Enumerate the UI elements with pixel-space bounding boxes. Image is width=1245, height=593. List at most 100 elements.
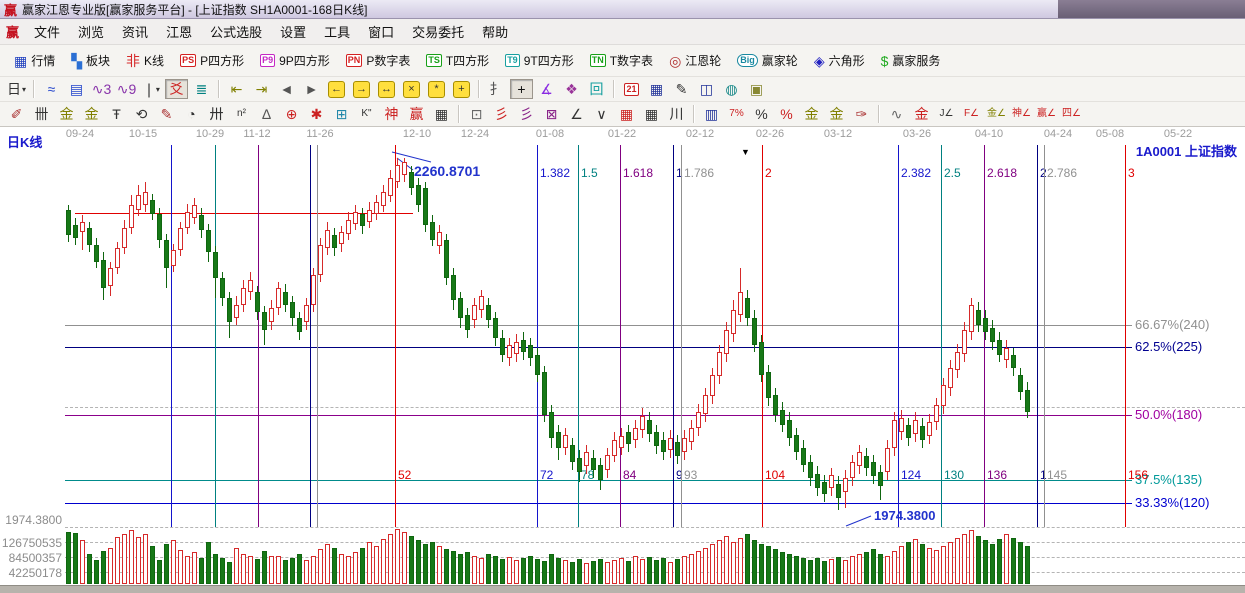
web-grid-tool[interactable]: ⊞: [330, 104, 353, 124]
hexagon-button[interactable]: ◈ 六角形: [806, 49, 873, 72]
candle-style-dropdown[interactable]: ❘ ▾: [140, 79, 163, 99]
percent-column-tool[interactable]: ▥: [700, 104, 723, 124]
gann-wheel-button[interactable]: ◎ 江恩轮: [661, 49, 729, 72]
candle: [472, 305, 477, 320]
k-quote-tool[interactable]: K": [355, 104, 378, 124]
erase-tool[interactable]: ✐: [5, 104, 28, 124]
percent-line-tool[interactable]: %: [775, 104, 798, 124]
compress-view-button[interactable]: ×: [400, 79, 423, 99]
volume-bar: [829, 559, 834, 584]
menu-item-tools[interactable]: 工具: [324, 25, 351, 40]
fib-comb-tool[interactable]: Ŧ: [105, 104, 128, 124]
remote-pc-button-icon: ▣: [749, 81, 764, 97]
maze-tool-button[interactable]: 回: [585, 79, 608, 99]
gold-comb-tool-b[interactable]: 金: [80, 104, 103, 124]
fan-box-tool[interactable]: 彡: [515, 104, 538, 124]
menu-item-window[interactable]: 窗口: [368, 25, 395, 40]
pattern-tool-button[interactable]: 爻: [165, 79, 188, 99]
spiral-tool[interactable]: ⟲: [130, 104, 153, 124]
brush-tool[interactable]: ✑: [850, 104, 873, 124]
p-number-table-button[interactable]: PN P数字表: [338, 49, 419, 72]
winner-wheel-button[interactable]: Big 赢家轮: [729, 49, 806, 72]
comb2-tool[interactable]: 卅: [205, 104, 228, 124]
target-cross-tool-icon: ⊕: [285, 106, 298, 122]
zoom-horizontal-button[interactable]: ↔: [375, 79, 398, 99]
gann-comb-tool[interactable]: 卌: [30, 104, 53, 124]
fan-square-tool[interactable]: ⊠: [540, 104, 563, 124]
angle-measure-button[interactable]: ∡: [535, 79, 558, 99]
9t-square-button[interactable]: T9 9T四方形: [497, 49, 582, 72]
calendar-button[interactable]: 21: [620, 79, 643, 99]
quotes-button[interactable]: ▦ 行情: [6, 49, 63, 72]
prev-bar-button[interactable]: ◄: [275, 79, 298, 99]
zoom-left-button[interactable]: ←: [325, 79, 348, 99]
target-cross-tool[interactable]: ⊕: [280, 104, 303, 124]
fan-lines-tool[interactable]: 彡: [490, 104, 513, 124]
j-angle-tool[interactable]: J∠: [935, 104, 958, 124]
chart-area[interactable]: 日K线 1A0001 上证指数 09-24 10-15 10-29 11-12 11-2…: [0, 126, 1245, 585]
win-angle-tool[interactable]: 赢∠: [1035, 104, 1058, 124]
wave-3-button[interactable]: ∿3: [90, 79, 113, 99]
period-day-dropdown[interactable]: 日 ▾: [5, 79, 28, 99]
save-button[interactable]: ◫: [695, 79, 718, 99]
kline-button[interactable]: 非 K线: [118, 49, 172, 72]
calculator-button[interactable]: ▦: [645, 79, 668, 99]
gold-angle-tool[interactable]: 金∠: [985, 104, 1008, 124]
notepad-button[interactable]: ✎: [670, 79, 693, 99]
date-axis-label: 02-12: [685, 128, 715, 140]
expand-view-button[interactable]: *: [425, 79, 448, 99]
goto-last-button[interactable]: ⇥: [250, 79, 273, 99]
gold-circle-tool[interactable]: 金: [800, 104, 823, 124]
crosshair-button[interactable]: +: [510, 79, 533, 99]
star-web-tool[interactable]: ✱: [305, 104, 328, 124]
drag-hand-button[interactable]: 扌: [485, 79, 508, 99]
fit-view-button[interactable]: +: [450, 79, 473, 99]
n-square-tool[interactable]: n²: [230, 104, 253, 124]
9p-square-button[interactable]: P9 9P四方形: [252, 49, 338, 72]
trend-curve-button[interactable]: ≈: [40, 79, 63, 99]
goto-first-button[interactable]: ⇤: [225, 79, 248, 99]
god-angle-tool[interactable]: 神∠: [1010, 104, 1033, 124]
gold-line-tool[interactable]: 金: [825, 104, 848, 124]
p-square-button[interactable]: PS P四方形: [172, 49, 252, 72]
menu-item-news[interactable]: 资讯: [122, 25, 149, 40]
win-comb-tool[interactable]: 赢: [405, 104, 428, 124]
menu-item-formula-stock-pick[interactable]: 公式选股: [210, 25, 263, 40]
remote-pc-button[interactable]: ▣: [745, 79, 768, 99]
menu-item-trade-entrust[interactable]: 交易委托: [412, 25, 465, 40]
angle-a-tool[interactable]: ∆: [255, 104, 278, 124]
gold-underline-tool[interactable]: 金: [910, 104, 933, 124]
parallel-lines-tool[interactable]: 川: [665, 104, 688, 124]
volume-profile-button[interactable]: ≣: [190, 79, 213, 99]
wave-overlay-tool[interactable]: ∿: [885, 104, 908, 124]
next-bar-button[interactable]: ►: [300, 79, 323, 99]
winner-service-button[interactable]: $ 赢家服务: [873, 49, 949, 72]
god-comb-tool[interactable]: 神: [380, 104, 403, 124]
gann-shape-button[interactable]: ❖: [560, 79, 583, 99]
wave-9-button[interactable]: ∿9: [115, 79, 138, 99]
menu-item-file[interactable]: 文件: [34, 25, 61, 40]
sectors-button[interactable]: ▚ 板块: [63, 49, 118, 72]
pencil-comb-tool[interactable]: ✎: [155, 104, 178, 124]
grid-arrow-tool[interactable]: ▦: [640, 104, 663, 124]
percent-tool[interactable]: %: [750, 104, 773, 124]
menu-item-gann[interactable]: 江恩: [166, 25, 193, 40]
four-angle-tool[interactable]: 四∠: [1060, 104, 1083, 124]
menu-item-browse[interactable]: 浏览: [78, 25, 105, 40]
t-number-table-button[interactable]: TN T数字表: [582, 49, 661, 72]
gold-comb-tool-a[interactable]: 金: [55, 104, 78, 124]
v-wave-tool[interactable]: ∨: [590, 104, 613, 124]
t-square-button[interactable]: TS T四方形: [418, 49, 497, 72]
arrow-fan-tool[interactable]: ∠: [565, 104, 588, 124]
menu-item-settings[interactable]: 设置: [280, 25, 307, 40]
zoom-right-button[interactable]: →: [350, 79, 373, 99]
f-angle-tool[interactable]: F∠: [960, 104, 983, 124]
info-panel-button[interactable]: ▤: [65, 79, 88, 99]
clock-comb-tool[interactable]: ◔: [180, 104, 203, 124]
menu-item-help[interactable]: 帮助: [482, 25, 509, 40]
box-range-tool[interactable]: ⊡: [465, 104, 488, 124]
t-percent-tool[interactable]: 7%: [725, 104, 748, 124]
net-update-button[interactable]: ◍: [720, 79, 743, 99]
ruler-grid-tool[interactable]: ▦: [430, 104, 453, 124]
grid-red-tool[interactable]: ▦: [615, 104, 638, 124]
